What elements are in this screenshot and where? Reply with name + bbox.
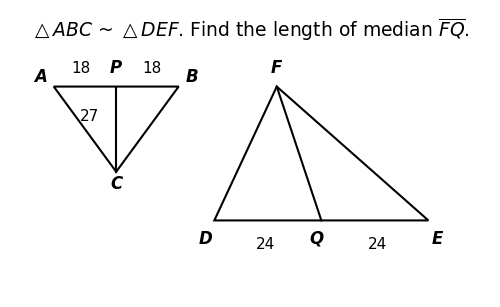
Text: 18: 18 <box>71 61 90 76</box>
Text: 24: 24 <box>256 237 275 252</box>
Text: $\triangle ABC$ ~ $\triangle DEF$. Find the length of median $\overline{FQ}$.: $\triangle ABC$ ~ $\triangle DEF$. Find … <box>30 17 469 43</box>
Text: 24: 24 <box>368 237 386 252</box>
Text: C: C <box>110 175 122 193</box>
Text: B: B <box>186 68 198 87</box>
Text: E: E <box>432 230 443 248</box>
Text: 18: 18 <box>142 61 162 76</box>
Text: 27: 27 <box>80 110 99 125</box>
Text: D: D <box>198 230 212 248</box>
Text: P: P <box>110 59 122 77</box>
Text: Q: Q <box>310 230 324 248</box>
Text: A: A <box>34 68 47 87</box>
Text: F: F <box>271 59 282 77</box>
